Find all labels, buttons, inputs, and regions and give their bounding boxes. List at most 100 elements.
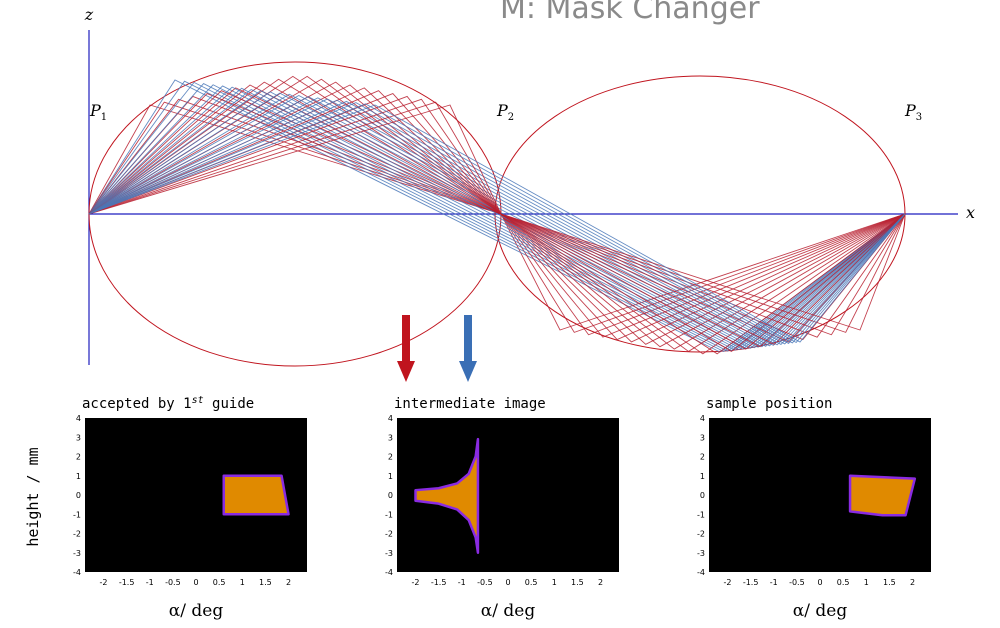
blue-ray — [88, 93, 906, 347]
red-arrow — [397, 315, 415, 382]
y-tick-label: -1 — [73, 510, 81, 519]
blue-ray — [88, 98, 906, 345]
y-tick-label: -1 — [385, 510, 393, 519]
panel-title: accepted by 1st guide — [82, 395, 254, 412]
phase-space-shape — [414, 437, 480, 554]
x-tick-label: -0.5 — [477, 578, 493, 587]
blue-ray — [88, 86, 906, 350]
blue-arrow — [459, 315, 477, 382]
y-tick-label: 3 — [388, 433, 393, 442]
y-tick-label: -4 — [697, 568, 705, 577]
x-tick-label: 2 — [598, 578, 603, 587]
ray-diagram: z x P1 P2 P3 — [84, 5, 975, 367]
blue-ray — [88, 100, 906, 344]
x-tick-label: 0 — [817, 578, 822, 587]
y-tick-label: 4 — [700, 414, 705, 423]
y-tick-label: 0 — [388, 491, 393, 500]
y-tick-label: 1 — [76, 472, 81, 481]
y-tick-label: -3 — [385, 549, 393, 558]
phase-space-shape — [848, 474, 917, 517]
y-tick-label: -1 — [697, 510, 705, 519]
point-p3-label: P3 — [904, 101, 922, 123]
red-ray — [88, 104, 906, 331]
phase-space-shape — [222, 474, 290, 516]
y-tick-label: 1 — [700, 472, 705, 481]
figure-title: M: Mask Changer — [500, 0, 760, 26]
z-axis-label: z — [84, 5, 94, 24]
x-tick-label: 0.5 — [213, 578, 226, 587]
x-tick-label: -0.5 — [789, 578, 805, 587]
y-tick-label: 3 — [700, 433, 705, 442]
x-axis-label: x — [966, 203, 975, 222]
blue-ray — [88, 97, 906, 346]
x-tick-label: -2 — [100, 578, 108, 587]
y-tick-label: -3 — [697, 549, 705, 558]
x-tick-label: -1.5 — [119, 578, 135, 587]
x-tick-label: -1.5 — [431, 578, 447, 587]
x-tick-label: -1.5 — [743, 578, 759, 587]
x-tick-label: -1 — [458, 578, 466, 587]
y-tick-label: -2 — [385, 530, 393, 539]
ray-bundle — [88, 75, 906, 355]
x-axis-label: α/ deg — [481, 601, 536, 621]
x-tick-label: 1 — [864, 578, 869, 587]
point-p2-label: P2 — [496, 101, 514, 123]
x-tick-label: 0 — [193, 578, 198, 587]
y-tick-label: 1 — [388, 472, 393, 481]
x-tick-label: -0.5 — [165, 578, 181, 587]
panel-title: intermediate image — [394, 396, 546, 412]
blue-ray — [88, 92, 906, 348]
y-tick-label: 0 — [700, 491, 705, 500]
x-axis-label: α/ deg — [793, 601, 848, 621]
y-tick-label: 2 — [76, 453, 81, 462]
point-p1-label: P1 — [89, 101, 107, 123]
x-tick-label: -2 — [412, 578, 420, 587]
red-ray — [88, 90, 906, 343]
blue-ray — [88, 102, 906, 344]
x-tick-label: -2 — [724, 578, 732, 587]
x-tick-label: 1.5 — [571, 578, 584, 587]
x-tick-label: 0.5 — [837, 578, 850, 587]
blue-ray — [88, 84, 906, 351]
blue-ray — [88, 104, 906, 343]
red-ray — [88, 90, 906, 343]
y-tick-label: 3 — [76, 433, 81, 442]
x-tick-label: 1 — [240, 578, 245, 587]
x-tick-label: -1 — [770, 578, 778, 587]
blue-ray — [88, 94, 906, 347]
y-tick-label: 4 — [388, 414, 393, 423]
blue-ray — [88, 90, 906, 349]
y-tick-label: 2 — [388, 453, 393, 462]
x-tick-label: 0.5 — [525, 578, 538, 587]
blue-ray — [88, 85, 906, 351]
x-tick-label: 1.5 — [259, 578, 272, 587]
x-tick-label: 2 — [286, 578, 291, 587]
y-tick-label: 2 — [700, 453, 705, 462]
blue-ray — [88, 88, 906, 349]
y-tick-label: -4 — [73, 568, 81, 577]
x-tick-label: 1 — [552, 578, 557, 587]
blue-ray — [88, 80, 906, 353]
x-axis-label: α/ deg — [169, 601, 224, 621]
y-axis-label: height / mm — [24, 447, 42, 546]
x-tick-label: 1.5 — [883, 578, 896, 587]
y-tick-label: -3 — [73, 549, 81, 558]
blue-ray — [88, 103, 906, 344]
y-tick-label: -2 — [73, 530, 81, 539]
x-tick-label: 2 — [910, 578, 915, 587]
x-tick-label: -1 — [146, 578, 154, 587]
x-tick-label: 0 — [505, 578, 510, 587]
panel-title: sample position — [706, 396, 832, 412]
y-tick-label: -4 — [385, 568, 393, 577]
y-tick-label: 4 — [76, 414, 81, 423]
y-tick-label: -2 — [697, 530, 705, 539]
y-tick-label: 0 — [76, 491, 81, 500]
blue-ray — [88, 81, 906, 352]
blue-ray — [88, 99, 906, 345]
red-ray — [88, 104, 906, 331]
